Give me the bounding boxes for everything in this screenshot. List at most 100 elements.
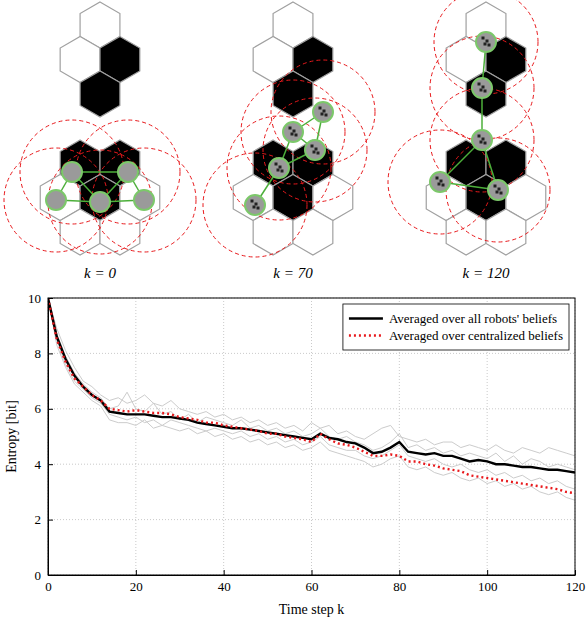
legend: Averaged over all robots' beliefs Average… [343, 304, 569, 350]
sensing-range [203, 153, 307, 257]
sensing-range [263, 98, 367, 202]
robot-map [311, 145, 314, 148]
tick-label: 20 [130, 579, 143, 594]
grid-line-y [48, 353, 575, 354]
tick: 2 [35, 512, 54, 527]
tick: 8 [35, 346, 54, 361]
tick-label: 6 [35, 401, 42, 416]
robot-map [317, 152, 320, 155]
grid-line-x [311, 298, 312, 575]
grid-line-y [48, 408, 575, 409]
y-axis-title: Entropy [bit] [4, 400, 19, 473]
legend-label: Averaged over all robots' beliefs [389, 311, 557, 326]
sensing-range [241, 80, 345, 184]
robot-map [498, 188, 501, 191]
x-axis-title: Time step k [279, 602, 345, 617]
tick: 4 [35, 457, 54, 472]
robot-map [478, 83, 481, 86]
tick-label: 8 [35, 346, 42, 361]
robot-map [440, 180, 443, 183]
sensing-range [446, 138, 550, 242]
plot-area [48, 298, 575, 500]
robot [269, 158, 289, 178]
robot-map [484, 43, 487, 46]
robot-map [484, 142, 487, 145]
robot-map [480, 89, 483, 92]
robot-belief-line [48, 298, 575, 470]
sensing-range [388, 130, 492, 234]
series-line [48, 298, 575, 493]
robot-map [496, 191, 499, 194]
tick-label: 4 [35, 457, 42, 472]
legend-box [343, 304, 569, 350]
tick: 40 [218, 570, 231, 594]
tick-label: 0 [45, 579, 52, 594]
tick: 60 [306, 570, 319, 594]
robot-map [255, 203, 258, 206]
robot-map [257, 207, 260, 210]
robot-map [275, 163, 278, 166]
robot-map [438, 183, 441, 186]
tick: 100 [478, 570, 498, 594]
robot-map [436, 177, 439, 180]
robot-map [319, 107, 322, 110]
sensing-range [227, 116, 331, 220]
robot-belief-line [48, 298, 575, 489]
robot-map [313, 151, 316, 154]
tick: 80 [393, 570, 406, 594]
diagram-panel: k = 0 [4, 2, 196, 281]
robot-map [323, 110, 326, 113]
hex-cell [273, 71, 313, 117]
robot-map [315, 148, 318, 151]
panel-label: k = 0 [84, 265, 116, 281]
grid-line-x [135, 298, 136, 575]
robot-map [486, 40, 489, 43]
x-axis: 0 20 40 60 80 100 120 [45, 570, 585, 594]
robot-map [484, 90, 487, 93]
robot [488, 180, 508, 200]
robot-map [281, 170, 284, 173]
robot [118, 162, 138, 182]
tick-mark [48, 464, 53, 465]
robot [62, 162, 82, 182]
robot-map [289, 127, 292, 130]
robot [90, 192, 110, 212]
tick: 20 [130, 570, 143, 594]
tick-label: 2 [35, 512, 42, 527]
robot-map [480, 141, 483, 144]
robot-map [488, 44, 491, 47]
tick-mark [312, 570, 313, 575]
robot-map [295, 134, 298, 137]
robot [476, 32, 496, 52]
sensing-range [430, 88, 534, 192]
robot-map [494, 185, 497, 188]
plot-background [48, 298, 575, 575]
diagram-panel: k = 70 [203, 2, 375, 281]
tick-label: 40 [218, 579, 231, 594]
robot-map [251, 200, 254, 203]
series-line [48, 298, 575, 473]
tick-label: 120 [566, 579, 586, 594]
tick-mark [48, 520, 53, 521]
robot-map [291, 133, 294, 136]
grid [48, 298, 575, 575]
tick-label: 10 [28, 291, 41, 306]
robot-belief-line [48, 298, 575, 500]
robot [430, 172, 450, 192]
diagram-panel: k = 120 [388, 0, 550, 281]
tick-mark [136, 570, 137, 575]
robot-map [253, 206, 256, 209]
robot-belief-line [48, 298, 575, 456]
robot [472, 130, 492, 150]
robot-map [482, 86, 485, 89]
panel-label: k = 70 [273, 265, 313, 281]
tick-mark [224, 570, 225, 575]
robot-map [321, 113, 324, 116]
robot-map [482, 138, 485, 141]
tick-mark [399, 570, 400, 575]
robot [245, 195, 265, 215]
legend-label: Averaged over centralized beliefs [389, 328, 563, 343]
hex-cell [466, 71, 506, 117]
robot-map [293, 130, 296, 133]
tick-mark [48, 353, 53, 354]
